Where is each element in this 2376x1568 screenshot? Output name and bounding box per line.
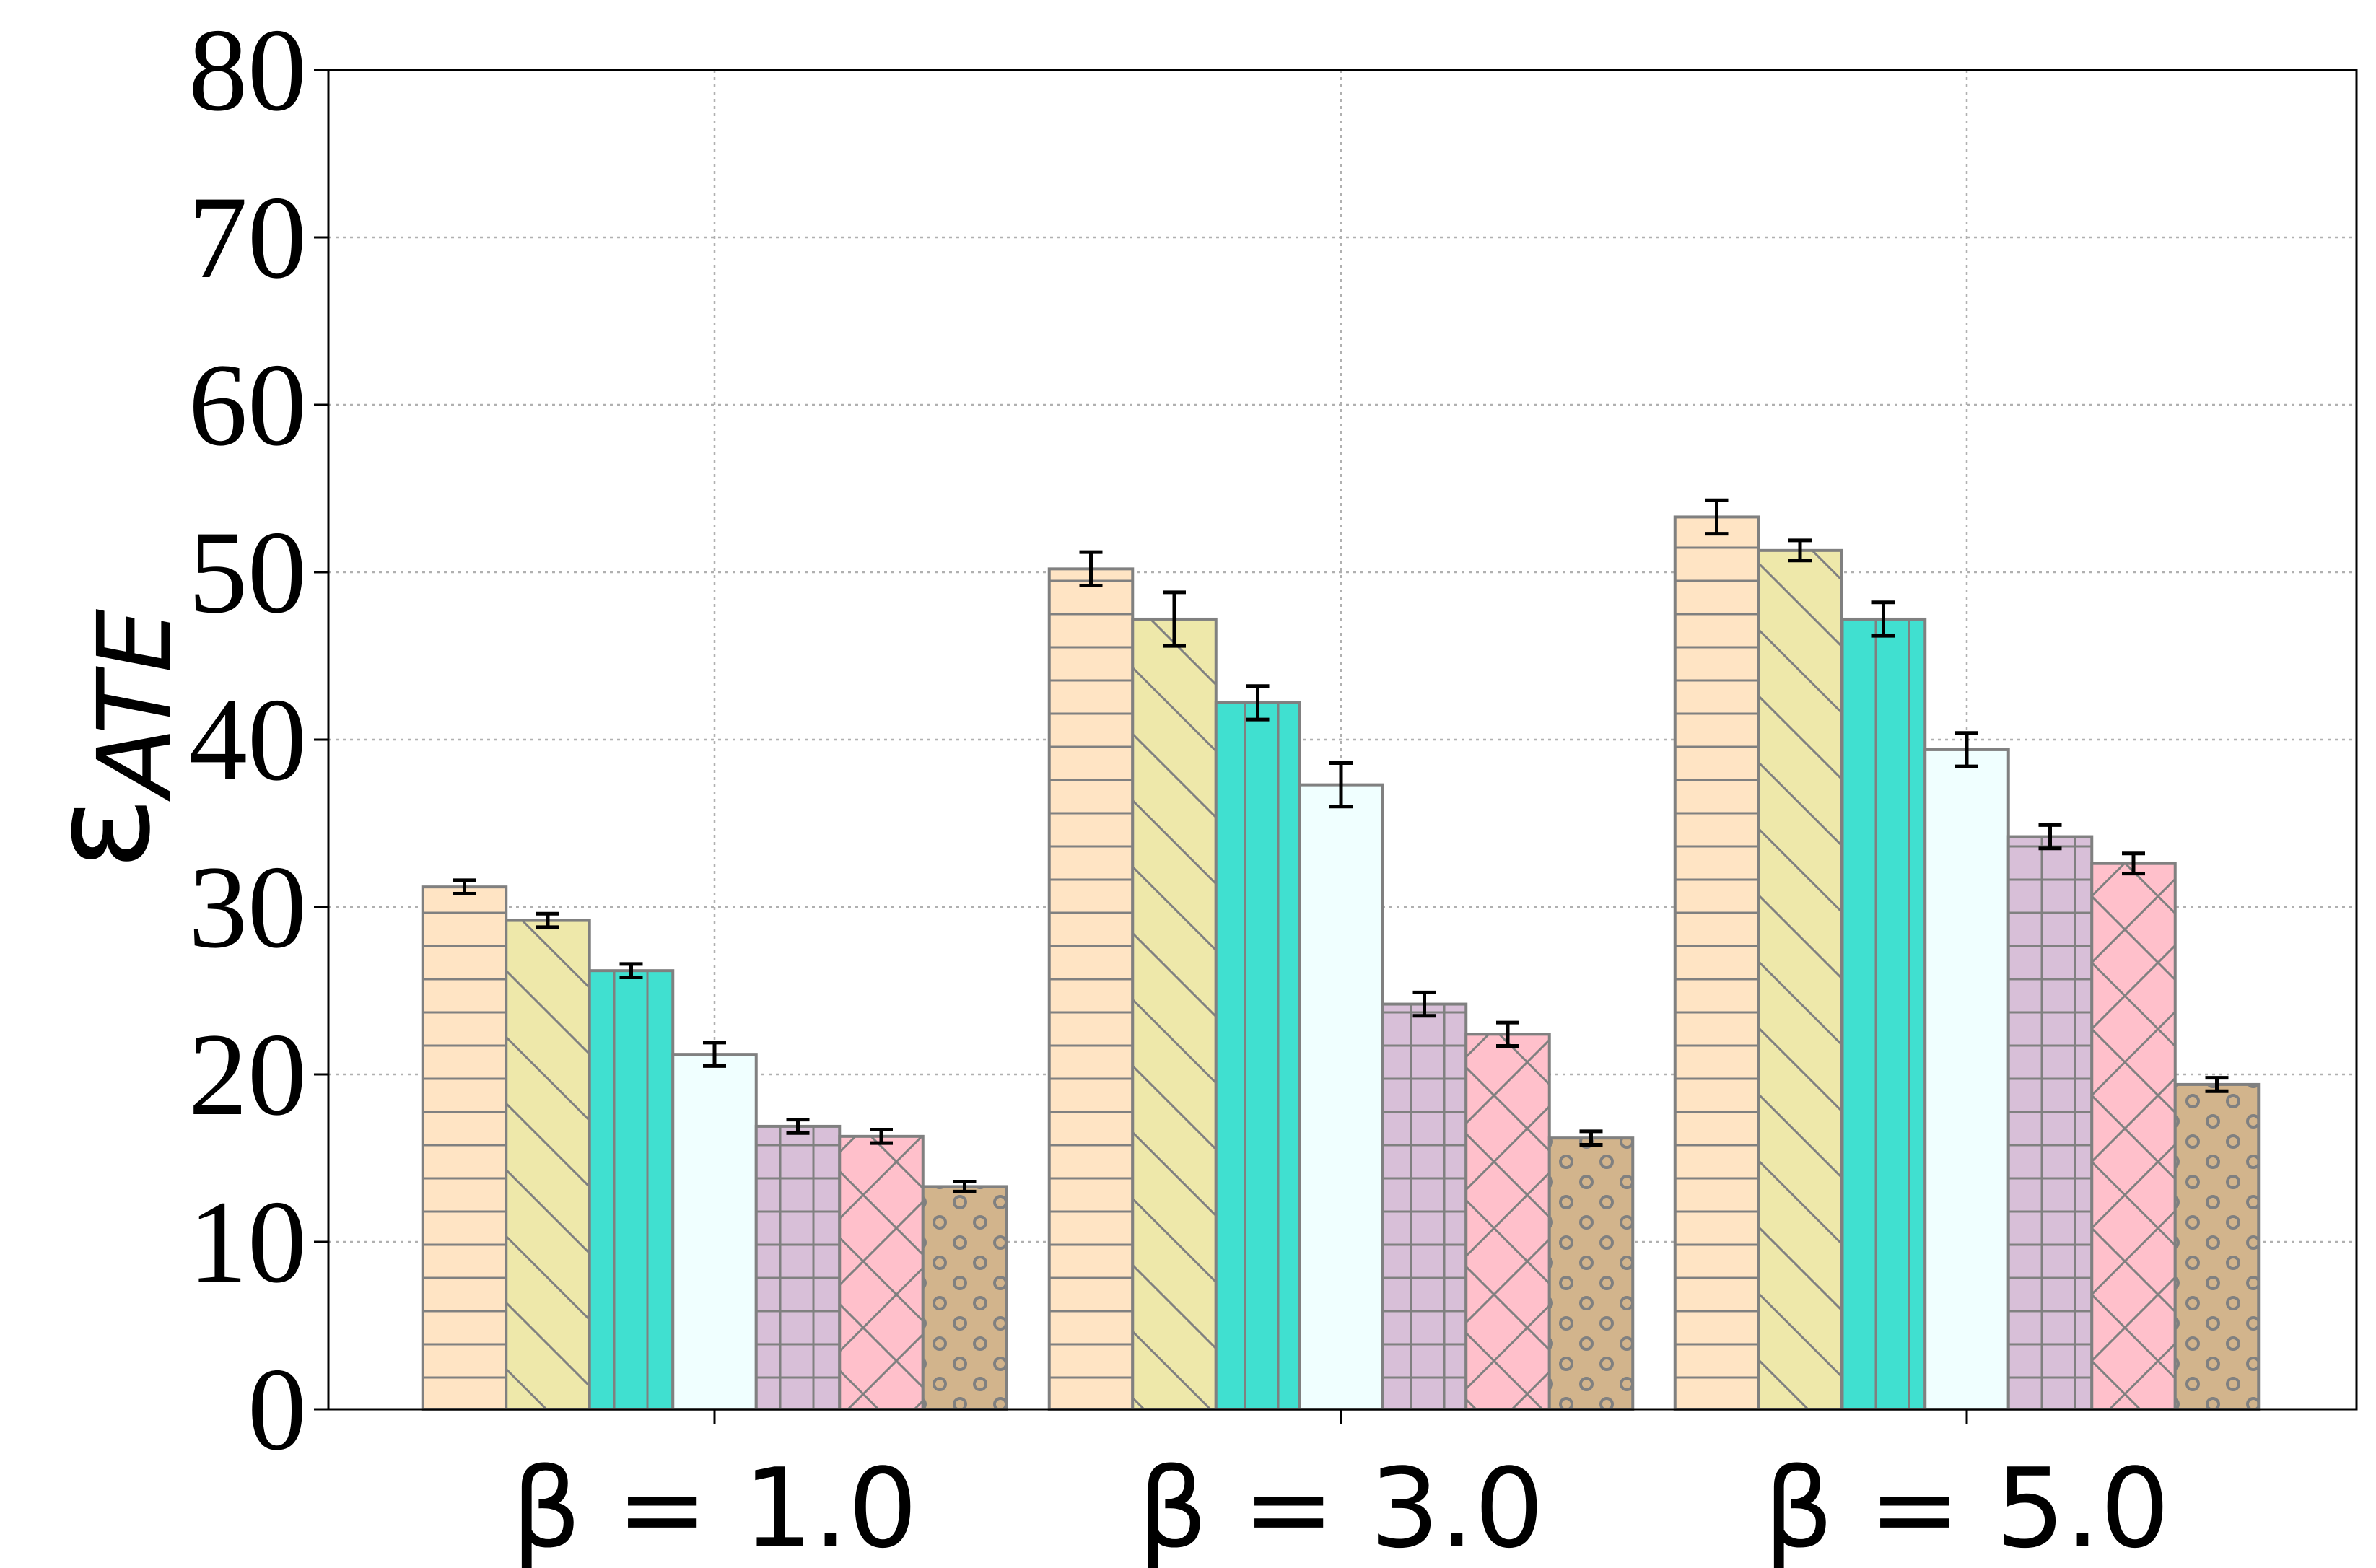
error-bar bbox=[1246, 684, 1270, 722]
y-tick-label: 30 bbox=[188, 842, 307, 973]
x-tick-label: β = 5.0 bbox=[1764, 1445, 2170, 1568]
bar-hatch bbox=[1382, 1004, 1467, 1409]
bar bbox=[1925, 749, 2009, 1409]
error-bar bbox=[2205, 1076, 2229, 1093]
bar-hatch bbox=[1215, 702, 1300, 1409]
y-axis-label: εATE bbox=[21, 608, 194, 870]
bar-hatch bbox=[839, 1136, 923, 1409]
y-tick-label: 20 bbox=[188, 1009, 307, 1140]
error-bar bbox=[1163, 590, 1186, 648]
error-bar bbox=[703, 1041, 726, 1068]
y-axis-label-symbol: ε bbox=[21, 796, 180, 870]
error-bar bbox=[1412, 990, 1436, 1018]
y-tick-label: 80 bbox=[188, 5, 307, 136]
error-bar bbox=[953, 1179, 977, 1193]
bar-hatch bbox=[1466, 1034, 1550, 1409]
error-bar bbox=[1955, 731, 1978, 768]
y-tick-label: 60 bbox=[188, 340, 307, 470]
error-bar bbox=[1329, 761, 1353, 809]
bar-hatch bbox=[2008, 836, 2092, 1409]
error-bar bbox=[2122, 851, 2145, 876]
bar-hatch bbox=[1758, 550, 1842, 1409]
bar-hatch bbox=[2175, 1084, 2259, 1409]
bar-hatch bbox=[1049, 569, 1133, 1409]
error-bar bbox=[1496, 1020, 1519, 1048]
bar-hatch bbox=[506, 920, 590, 1409]
error-bar bbox=[619, 962, 643, 979]
error-bar bbox=[453, 878, 476, 895]
y-tick-label: 10 bbox=[188, 1177, 307, 1308]
bar-hatch bbox=[422, 887, 507, 1409]
y-tick-label: 70 bbox=[188, 172, 307, 303]
error-bar bbox=[1079, 550, 1103, 588]
bar-hatch bbox=[756, 1126, 840, 1409]
y-tick-label: 40 bbox=[188, 675, 307, 805]
error-bar bbox=[1788, 538, 1812, 563]
bar bbox=[673, 1054, 756, 1409]
bar bbox=[1299, 784, 1383, 1409]
bar-hatch bbox=[1841, 618, 1926, 1410]
error-bar bbox=[536, 911, 559, 929]
error-bar bbox=[1579, 1129, 1603, 1147]
bar-hatch bbox=[1674, 517, 1759, 1410]
y-tick-label: 0 bbox=[248, 1344, 307, 1475]
bar-hatch bbox=[922, 1186, 1007, 1409]
axes: 0 10 20 30 40 50 60 70 80 β = 1.0 β = 3.0 β = 5.0 bbox=[188, 5, 2170, 1568]
y-tick-label: 50 bbox=[188, 507, 307, 638]
bar-hatch bbox=[2092, 863, 2175, 1409]
error-bar bbox=[2038, 823, 2062, 851]
bar-hatch bbox=[1549, 1138, 1633, 1409]
x-tick-label: β = 1.0 bbox=[512, 1445, 918, 1568]
error-bar bbox=[786, 1118, 810, 1135]
error-bar bbox=[1705, 498, 1729, 536]
error-bar bbox=[1871, 600, 1895, 638]
bar-hatch bbox=[589, 971, 673, 1409]
bar-hatch bbox=[1132, 618, 1216, 1410]
error-bars bbox=[453, 498, 2229, 1193]
x-tick-label: β = 3.0 bbox=[1138, 1445, 1545, 1568]
bars bbox=[421, 515, 2261, 1411]
y-axis-label-subscript: ATE bbox=[77, 608, 194, 802]
error-bar bbox=[870, 1128, 893, 1145]
